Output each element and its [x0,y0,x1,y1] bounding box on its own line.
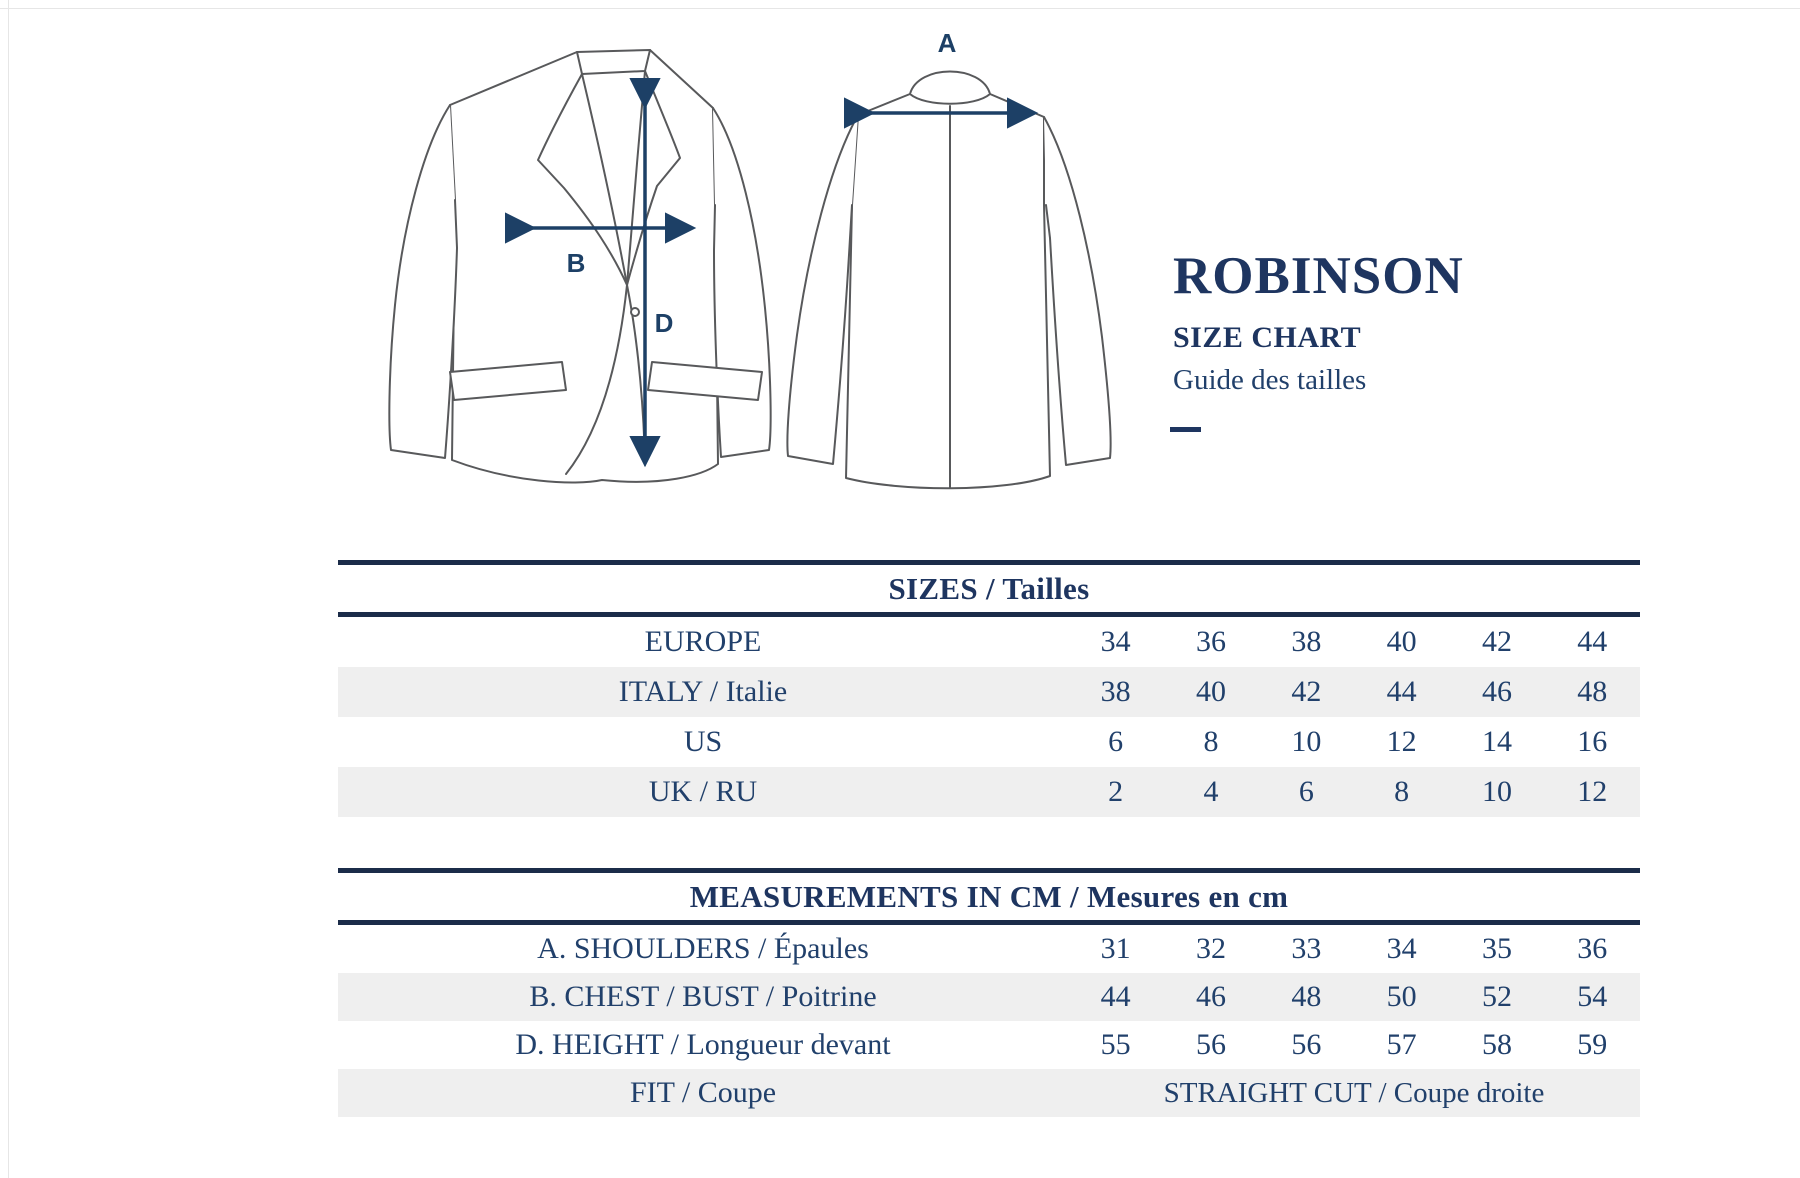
size-value: 38 [1100,675,1131,708]
size-value: 8 [1394,775,1410,808]
size-value: 6 [1108,725,1124,758]
brand-title: ROBINSON [1173,247,1464,305]
measure-value: 57 [1386,1028,1417,1061]
measure-value: 48 [1291,980,1322,1013]
size-value: 48 [1577,675,1608,708]
jacket-measurement-diagram: B D A [388,28,1112,490]
size-value: 34 [1100,625,1131,658]
measure-value: 56 [1291,1028,1322,1061]
table-row-italy: ITALY / Italie 38 40 42 44 46 48 [338,667,1640,717]
size-chart-heading: SIZE CHART [1173,321,1362,354]
page-left-edge [8,0,9,1178]
front-button [630,307,640,317]
measure-value: 36 [1577,932,1608,965]
size-value: 44 [1577,625,1608,658]
table-row-chest: B. CHEST / BUST / Poitrine 44 46 48 50 5… [338,973,1640,1021]
measure-value: 32 [1195,932,1226,965]
size-value: 10 [1481,775,1512,808]
size-chart-heading-fr: Guide des tailles [1173,364,1367,396]
measure-value: 58 [1481,1028,1512,1061]
title-divider-dash [1170,427,1201,432]
sizes-table: SIZES / Tailles EUROPE 34 36 38 40 42 44… [338,560,1640,817]
table-row-uk-ru: UK / RU 2 4 6 8 10 12 [338,767,1640,817]
table-row-shoulders: A. SHOULDERS / Épaules 31 32 33 34 35 36 [338,925,1640,973]
size-value: 42 [1481,625,1512,658]
row-label: EUROPE [644,625,762,658]
measure-label-a: A [938,28,957,58]
measure-value: 35 [1481,932,1512,965]
page-top-edge [0,8,1800,9]
jacket-back-diagram [786,70,1112,490]
size-value: 10 [1291,725,1322,758]
measure-value: 54 [1577,980,1608,1013]
measure-value: 52 [1481,980,1512,1013]
size-value: 6 [1298,775,1314,808]
size-value: 16 [1577,725,1608,758]
row-label: A. SHOULDERS / Épaules [537,932,869,965]
size-value: 2 [1108,775,1124,808]
row-label: B. CHEST / BUST / Poitrine [529,980,877,1013]
table-row-europe: EUROPE 34 36 38 40 42 44 [338,617,1640,667]
size-value: 36 [1195,625,1226,658]
size-value: 38 [1291,625,1322,658]
row-label: D. HEIGHT / Longueur devant [515,1028,891,1061]
size-value: 40 [1386,625,1417,658]
row-label: US [683,725,723,758]
table-row-height: D. HEIGHT / Longueur devant 55 56 56 57 … [338,1021,1640,1069]
size-value: 40 [1195,675,1226,708]
size-value: 46 [1481,675,1512,708]
measurements-table: MEASUREMENTS IN CM / Mesures en cm A. SH… [338,868,1640,1117]
size-value: 12 [1577,775,1608,808]
size-value: 8 [1203,725,1219,758]
size-value: 4 [1203,775,1219,808]
measure-label-d: D [655,308,674,338]
measure-label-b: B [567,248,586,278]
title-block: ROBINSON SIZE CHART Guide des tailles [1170,247,1464,432]
measure-value: 55 [1100,1028,1131,1061]
row-label: UK / RU [648,775,758,808]
measure-value: 50 [1386,980,1417,1013]
measure-value: 46 [1195,980,1226,1013]
measure-value: 34 [1386,932,1417,965]
row-label: ITALY / Italie [618,675,788,708]
size-value: 42 [1291,675,1322,708]
measure-value: 56 [1195,1028,1226,1061]
measurements-table-header: MEASUREMENTS IN CM / Mesures en cm [338,868,1640,925]
measure-value: 44 [1100,980,1131,1013]
fit-value: STRAIGHT CUT / Coupe droite [1163,1076,1545,1109]
size-value: 14 [1481,725,1512,758]
measurements-table-title: MEASUREMENTS IN CM / Mesures en cm [689,878,1289,914]
row-label: FIT / Coupe [629,1076,777,1109]
size-value: 44 [1386,675,1417,708]
size-value: 12 [1386,725,1417,758]
measure-value: 59 [1577,1028,1608,1061]
sizes-table-header: SIZES / Tailles [338,560,1640,617]
measure-value: 31 [1100,932,1131,965]
measure-value: 33 [1291,932,1322,965]
measurement-arrows [504,77,1039,468]
table-row-us: US 6 8 10 12 14 16 [338,717,1640,767]
table-row-fit: FIT / Coupe STRAIGHT CUT / Coupe droite [338,1069,1640,1117]
front-left-pocket [449,361,567,401]
sizes-table-title: SIZES / Tailles [888,570,1090,606]
